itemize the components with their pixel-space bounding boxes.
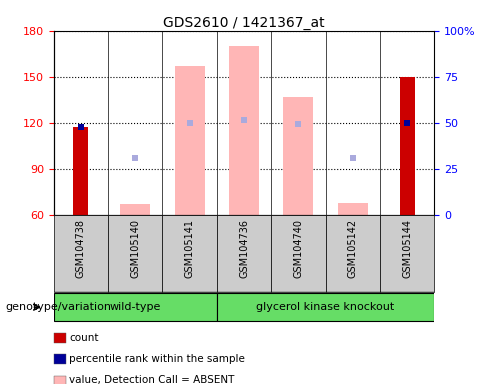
Bar xyxy=(175,66,204,215)
Text: GSM104740: GSM104740 xyxy=(293,219,304,278)
Text: glycerol kinase knockout: glycerol kinase knockout xyxy=(256,301,395,311)
Text: genotype/variation: genotype/variation xyxy=(5,302,111,312)
Text: GSM105141: GSM105141 xyxy=(184,219,195,278)
Text: GSM105144: GSM105144 xyxy=(402,219,412,278)
Title: GDS2610 / 1421367_at: GDS2610 / 1421367_at xyxy=(163,16,325,30)
Bar xyxy=(271,215,325,292)
Bar xyxy=(54,293,217,321)
Bar xyxy=(54,215,108,292)
Text: wild-type: wild-type xyxy=(110,301,161,311)
Bar xyxy=(217,293,434,321)
Bar xyxy=(380,215,434,292)
Bar xyxy=(73,127,88,215)
Text: GSM104738: GSM104738 xyxy=(76,219,86,278)
Bar xyxy=(338,203,368,215)
Text: GSM105140: GSM105140 xyxy=(130,219,140,278)
Bar xyxy=(108,215,163,292)
Text: count: count xyxy=(69,333,99,343)
Bar xyxy=(325,215,380,292)
Text: GSM105142: GSM105142 xyxy=(348,219,358,278)
Bar xyxy=(284,97,313,215)
Bar xyxy=(163,215,217,292)
Text: percentile rank within the sample: percentile rank within the sample xyxy=(69,354,245,364)
Bar xyxy=(229,46,259,215)
Bar xyxy=(121,204,150,215)
Bar xyxy=(217,215,271,292)
Text: value, Detection Call = ABSENT: value, Detection Call = ABSENT xyxy=(69,375,235,384)
Bar xyxy=(400,77,415,215)
Text: GSM104736: GSM104736 xyxy=(239,219,249,278)
